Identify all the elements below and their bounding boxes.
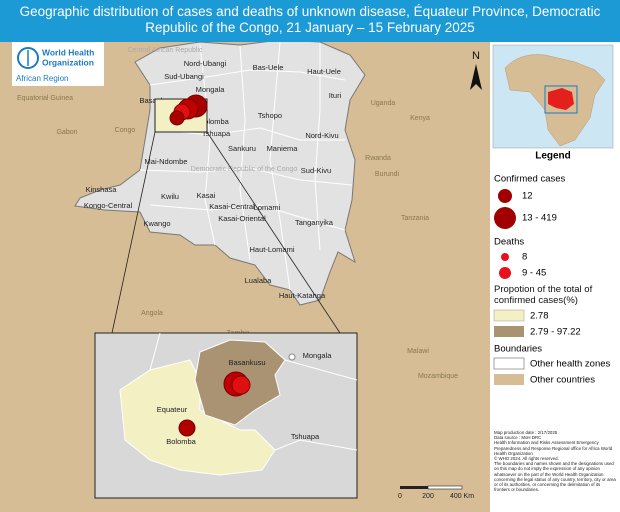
- province-label: Kinshasa: [86, 185, 118, 194]
- scale-bar: [400, 486, 428, 489]
- country-label: Congo: [115, 127, 136, 134]
- country-label: Equatorial Guinea: [17, 95, 73, 102]
- legend-title: Legend: [535, 151, 571, 162]
- inset-label: Equateur: [157, 405, 188, 414]
- case-markers: [169, 94, 208, 126]
- legend-symbol: [498, 189, 512, 203]
- province-label: Kasai-Oriental: [218, 214, 266, 223]
- legend-symbol: [501, 253, 509, 261]
- legend-swatch: [494, 374, 524, 385]
- country-label: Malawi: [407, 348, 429, 355]
- death-marker: [231, 375, 251, 395]
- country-label: Kenya: [410, 115, 430, 122]
- inset-label: Mongala: [303, 351, 333, 360]
- province-label: Kongo-Central: [84, 201, 133, 210]
- legend-label: 2.79 - 97.22: [530, 327, 581, 338]
- province-label: Ituri: [329, 91, 342, 100]
- north-label: N: [472, 50, 480, 62]
- health-zone-boundaries: [139, 41, 353, 291]
- logo-region: African Region: [16, 74, 68, 83]
- overview-box: [544, 85, 578, 114]
- province-label: Lualaba: [245, 276, 273, 285]
- note-line: The boundaries and names shown and the d…: [494, 461, 616, 493]
- country-label: Angola: [141, 310, 163, 317]
- province-label: Bas-Uele: [253, 63, 284, 72]
- legend-symbol: [499, 267, 511, 279]
- logo-emblem: [17, 47, 39, 69]
- province-label: Haut-Lomami: [249, 245, 294, 254]
- country-label: Burundi: [375, 171, 400, 178]
- province-label: Tanganyika: [295, 218, 334, 227]
- inset-label: Basankusu: [228, 358, 265, 367]
- province-label: Sud-Kivu: [301, 166, 331, 175]
- province-label: Tshopo: [258, 111, 282, 120]
- province-label: Kwango: [143, 219, 170, 228]
- boundary: [149, 332, 161, 371]
- legend-label: Other countries: [530, 375, 595, 386]
- province-label: Haut-Katanga: [279, 291, 326, 300]
- note-line: Data source : MoH DRC: [494, 435, 542, 441]
- scale-label: 400 Km: [450, 493, 474, 500]
- note-line: Map production date : 2/17/2025: [494, 430, 558, 435]
- province-label: Nord-Kivu: [305, 131, 338, 140]
- country-label: Mozambique: [418, 373, 458, 380]
- boundary: [274, 439, 358, 451]
- case-marker: [178, 419, 196, 437]
- legend-label: Other health zones: [530, 359, 611, 370]
- legend-swatch: [494, 326, 524, 337]
- legend-label: 12: [522, 191, 533, 202]
- scale-bar: [427, 485, 463, 490]
- inset-label: Tshuapa: [291, 432, 320, 441]
- province-label: Tshuapa: [202, 129, 231, 138]
- country-label: Rwanda: [365, 155, 391, 162]
- boundary: [284, 359, 358, 381]
- legend-heading: Boundaries: [494, 344, 542, 355]
- country-label: Gabon: [56, 129, 77, 136]
- note-line: © WHO 2024. All rights reserved.: [494, 456, 559, 462]
- town: [288, 353, 296, 361]
- province-label: Sankuru: [228, 144, 256, 153]
- legend-heading: Confirmed cases: [494, 174, 566, 185]
- scale-label: 200: [422, 493, 434, 500]
- map-notes: Map production date : 2/17/2025 Data sour…: [494, 430, 616, 492]
- logo-name: Organization: [42, 57, 94, 67]
- case-marker: [169, 110, 185, 126]
- country-label: Democratic Republic of the Congo: [191, 166, 298, 173]
- province-label: Mongala: [196, 85, 226, 94]
- zoom-line: [206, 131, 341, 334]
- country-label: Central African Republic: [127, 47, 203, 54]
- province-label: Kasai: [197, 191, 216, 200]
- legend-label: 9 - 45: [522, 268, 546, 279]
- drc-highlight: [548, 88, 574, 110]
- logo-name: World Health: [42, 47, 94, 57]
- scale-label: 0: [398, 493, 402, 500]
- province-label: Mai-Ndombe: [145, 157, 188, 166]
- north-arrow: [470, 64, 482, 90]
- legend-label: 8: [522, 252, 527, 263]
- country-label: Tanzania: [401, 215, 429, 222]
- province-label: Nord-Ubangi: [184, 59, 227, 68]
- province-label: Lomami: [254, 203, 281, 212]
- province-label: Haut-Uele: [307, 67, 341, 76]
- province-label: Kwilu: [161, 192, 179, 201]
- map-title: Geographic distribution of cases and dea…: [0, 0, 620, 42]
- legend-heading: Deaths: [494, 237, 524, 248]
- legend-swatch: [493, 309, 525, 322]
- province-label: Bolomba: [199, 117, 229, 126]
- legend-label: 13 - 419: [522, 213, 557, 224]
- zoom-line: [111, 131, 156, 334]
- inset-label: Bolomba: [166, 437, 196, 446]
- equateur-zone: [119, 359, 276, 476]
- legend-symbol: [494, 207, 516, 229]
- legend-heading: Propotion of the total of confirmed case…: [494, 284, 593, 306]
- province-label: Maniema: [267, 144, 299, 153]
- province-label: Kasai-Central: [209, 202, 255, 211]
- legend-swatch: [493, 357, 525, 370]
- province-label: Sud-Ubangi: [164, 72, 204, 81]
- note-line: Health Information and Risks Assessment …: [494, 440, 613, 456]
- country-label: Uganda: [371, 100, 396, 107]
- legend-label: 2.78: [530, 311, 549, 322]
